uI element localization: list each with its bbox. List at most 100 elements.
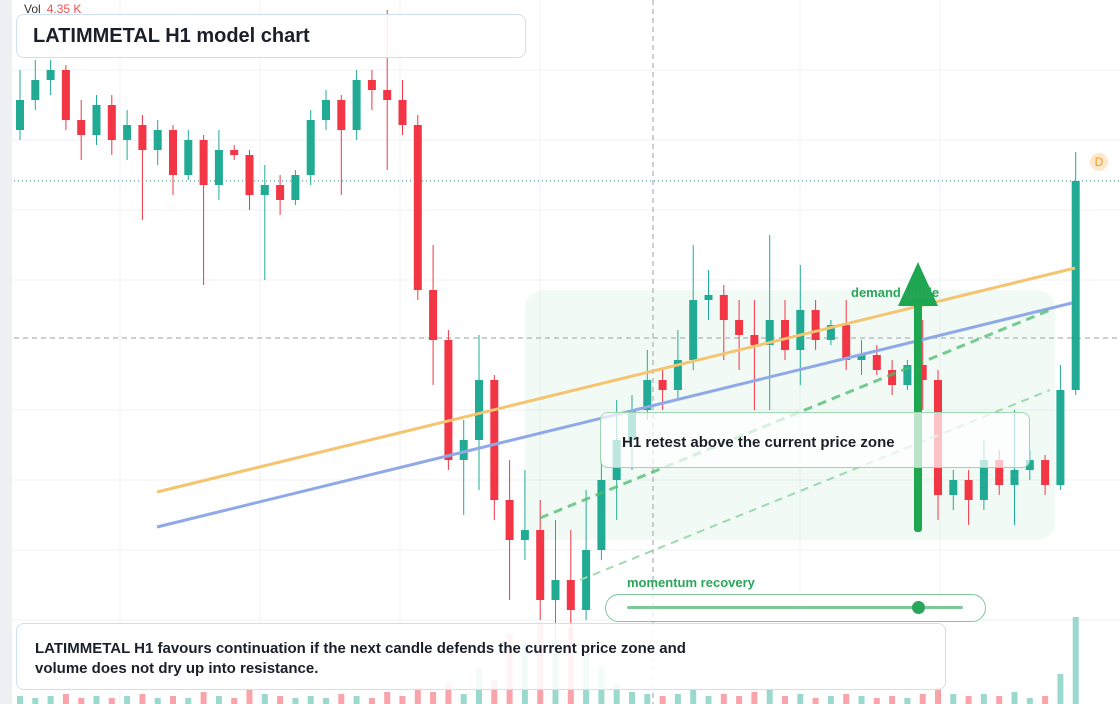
candle-body — [413, 125, 422, 290]
candle-body — [169, 130, 177, 175]
candle-body — [306, 120, 315, 175]
slider-label: momentum recovery — [627, 575, 755, 590]
volume-bar — [751, 692, 758, 704]
volume-bar — [277, 696, 284, 704]
volume-bar — [996, 696, 1003, 704]
candle-body — [857, 355, 866, 360]
slider-knob[interactable] — [912, 601, 925, 614]
slider[interactable] — [605, 594, 986, 622]
volume-bar — [215, 696, 222, 704]
candle-body — [77, 120, 86, 135]
candle-body — [138, 125, 147, 150]
volume-bar — [62, 694, 69, 704]
volume-bar — [124, 696, 131, 704]
volume-bar — [139, 694, 146, 704]
volume-bar — [873, 698, 880, 704]
candle-body — [1025, 460, 1034, 470]
caption-box: LATIMMETAL H1 favours continuation if th… — [16, 623, 946, 690]
candle-body — [735, 320, 744, 335]
volume-bar — [384, 692, 391, 704]
candle-body — [704, 295, 713, 300]
candle-body — [107, 105, 116, 140]
volume-bar — [782, 696, 788, 704]
volume-bar — [935, 688, 941, 704]
volume-bar — [812, 698, 819, 704]
volume-bar — [644, 694, 651, 704]
volume-bar — [47, 696, 54, 704]
volume-bar — [353, 696, 360, 704]
candle-body — [444, 340, 453, 460]
volume-bar — [32, 698, 39, 704]
candle-body — [184, 140, 193, 175]
candle-body — [199, 140, 208, 185]
candle-body — [352, 80, 361, 130]
candle-body — [367, 80, 376, 90]
volume-bar — [690, 690, 697, 704]
candle-body — [566, 580, 575, 610]
candle-body — [918, 365, 927, 380]
volume-bar — [170, 696, 176, 704]
candle-body — [597, 480, 606, 550]
candle-body — [490, 380, 499, 500]
volume-bar — [965, 696, 972, 704]
candle-body — [153, 130, 162, 150]
left-edge — [0, 0, 12, 704]
zone-label: demand guide — [851, 285, 940, 300]
candle-body — [291, 175, 300, 200]
candle-body — [505, 500, 514, 540]
volume-bar — [980, 694, 987, 704]
candle-body — [719, 295, 728, 320]
candle-body — [872, 355, 881, 370]
arrow-head — [898, 262, 938, 306]
volume-bar — [231, 698, 238, 704]
candle-body — [949, 480, 958, 495]
volume-bar — [246, 690, 253, 704]
volume-legend: Vol 4.35 K — [24, 2, 81, 16]
volume-bar — [720, 694, 727, 704]
candle-body — [459, 440, 468, 460]
candle-body — [964, 480, 973, 500]
slider-track — [627, 606, 963, 609]
volume-bar — [430, 692, 437, 704]
candle-body — [643, 380, 652, 410]
volume-bar — [919, 694, 926, 704]
volume-bar — [889, 696, 896, 704]
candle-body — [765, 320, 774, 345]
volume-bar — [93, 696, 100, 704]
candle-body — [781, 320, 789, 350]
candle-body — [689, 300, 698, 360]
volume-bar — [17, 696, 23, 704]
candle-body — [1010, 470, 1019, 485]
volume-bar — [797, 694, 804, 704]
caption: LATIMMETAL H1 favours continuation if th… — [35, 640, 686, 677]
candle-body — [551, 580, 560, 600]
candle-body — [888, 370, 897, 385]
candle-body — [1056, 390, 1065, 485]
volume-bar — [1057, 674, 1064, 704]
volume-bar — [368, 698, 375, 704]
candle-body — [995, 460, 1004, 485]
candle-body — [46, 70, 55, 80]
volume-bar — [307, 696, 314, 704]
annotation-box: H1 retest above the current price zone — [600, 412, 1030, 468]
candle-body — [31, 80, 40, 100]
candle-body — [1041, 460, 1050, 485]
volume-bar — [613, 684, 620, 704]
candle-body — [475, 380, 483, 440]
volume-bar — [154, 698, 161, 704]
candle-body — [337, 100, 346, 130]
candle-body — [673, 360, 682, 390]
volume-bar — [1072, 617, 1079, 704]
volume-bar — [904, 698, 911, 704]
volume-bar — [292, 698, 299, 704]
volume-bar — [1011, 692, 1018, 704]
candle-body — [214, 150, 223, 185]
volume-bar — [185, 698, 192, 704]
marker: D — [1090, 153, 1108, 171]
candle-body — [520, 530, 529, 540]
candle-body — [842, 325, 851, 360]
volume-bar — [1042, 696, 1049, 704]
candle-body — [750, 335, 759, 345]
candle-body — [811, 310, 820, 340]
volume-value: 4.35 K — [46, 2, 82, 16]
